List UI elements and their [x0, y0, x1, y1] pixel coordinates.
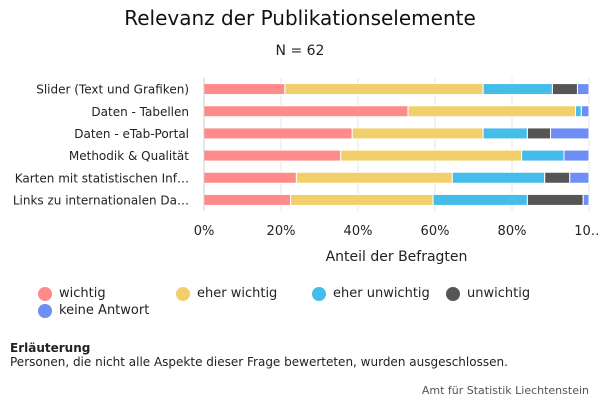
x-tick-label: 20%	[267, 224, 296, 239]
bar-segment[interactable]	[295, 171, 453, 184]
credits: Amt für Statistik Liechtenstein	[421, 384, 589, 397]
category-label: Karten mit statistischen Inf…	[15, 171, 189, 185]
bar-segment[interactable]	[582, 193, 590, 206]
x-axis-title: Anteil der Befragten	[326, 249, 468, 265]
bar-segment[interactable]	[580, 105, 590, 118]
bar-segment[interactable]	[551, 83, 578, 96]
note-text: Personen, die nicht alle Aspekte dieser …	[10, 355, 508, 369]
bar-segment[interactable]	[451, 171, 546, 184]
legend-marker	[38, 286, 52, 301]
legend-label: eher wichtig	[197, 286, 278, 301]
bar-segment[interactable]	[203, 83, 286, 96]
bar-segment[interactable]	[521, 149, 565, 162]
bar-segment[interactable]	[526, 127, 552, 140]
category-label: Methodik & Qualität	[69, 149, 189, 163]
legend-label: keine Antwort	[59, 303, 150, 318]
legend-item[interactable]: eher wichtig	[176, 286, 277, 301]
legend-item[interactable]: wichtig	[38, 286, 106, 301]
legend-marker	[38, 303, 52, 318]
note-heading: Erläuterung	[10, 341, 91, 355]
bar-segment[interactable]	[203, 105, 409, 118]
category-label: Daten - eTab-Portal	[74, 127, 189, 141]
bar-segment[interactable]	[432, 193, 528, 206]
category-label: Slider (Text und Grafiken)	[36, 83, 189, 97]
bar-segment[interactable]	[482, 83, 553, 96]
legend-item[interactable]: keine Antwort	[38, 303, 149, 318]
bar-segment[interactable]	[284, 83, 484, 96]
bar-segment[interactable]	[482, 127, 528, 140]
bar-segment[interactable]	[407, 105, 577, 118]
bar-segment[interactable]	[290, 193, 434, 206]
bar-segment[interactable]	[340, 149, 523, 162]
bar-segment[interactable]	[203, 127, 353, 140]
bar-segment[interactable]	[550, 127, 590, 140]
bar-segment[interactable]	[203, 171, 297, 184]
legend-marker	[446, 286, 460, 301]
legend-marker	[176, 286, 190, 301]
category-label: Links zu internationalen Da…	[13, 193, 189, 207]
bar-segment[interactable]	[526, 193, 584, 206]
legend-label: eher unwichtig	[333, 286, 430, 301]
bar-segment[interactable]	[544, 171, 571, 184]
x-tick-label: 10…	[574, 224, 600, 239]
x-tick-label: 60%	[421, 224, 450, 239]
x-tick-label: 80%	[498, 224, 527, 239]
legend-item[interactable]: eher unwichtig	[312, 286, 430, 301]
chart-title: Relevanz der Publikationselemente	[124, 6, 476, 30]
bar-segment[interactable]	[351, 127, 484, 140]
bar-segment[interactable]	[563, 149, 590, 162]
bar-segment[interactable]	[203, 149, 342, 162]
bar-segment[interactable]	[203, 193, 292, 206]
legend-label: wichtig	[59, 286, 106, 301]
legend-item[interactable]: unwichtig	[446, 286, 530, 301]
legend-marker	[312, 286, 326, 301]
bar-segment[interactable]	[569, 171, 590, 184]
bar-segment[interactable]	[575, 105, 582, 118]
x-tick-label: 0%	[194, 224, 215, 239]
legend-label: unwichtig	[467, 286, 531, 301]
chart-subtitle: N = 62	[275, 43, 325, 59]
bar-segment[interactable]	[576, 83, 590, 96]
x-tick-label: 40%	[344, 224, 373, 239]
category-label: Daten - Tabellen	[91, 105, 189, 119]
bar-chart: Slider (Text und Grafiken) Daten - Tabell…	[13, 78, 600, 265]
